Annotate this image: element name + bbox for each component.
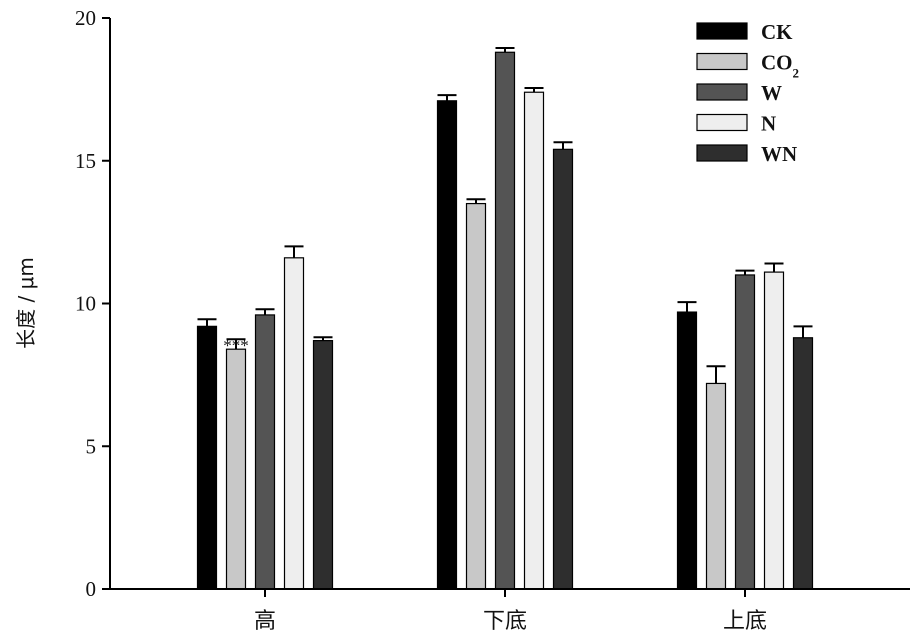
bar-co-2 [705, 382, 727, 590]
legend-label-ck: CK [761, 20, 793, 44]
bar-co-0 [225, 348, 247, 590]
bar-wn-1 [552, 148, 574, 590]
y-axis-title: 长度 / μm [14, 257, 38, 349]
legend-label-subscript: 2 [793, 65, 800, 80]
bar-ck-2 [676, 311, 698, 590]
y-tick-label: 20 [75, 6, 96, 30]
legend-swatch-n [696, 113, 748, 132]
x-tick-label: 高 [254, 609, 276, 634]
y-tick-label: 10 [75, 292, 96, 316]
bar-co-1 [465, 202, 487, 590]
bar-w-1 [494, 51, 516, 590]
legend-label-co: CO2 [761, 51, 799, 81]
legend-label-n: N [761, 112, 776, 136]
bar-w-2 [734, 274, 756, 590]
legend-swatch-w [696, 83, 748, 101]
legend-swatch-co [696, 52, 748, 71]
bar-wn-0 [312, 340, 334, 590]
bar-ck-1 [436, 100, 458, 590]
bar-w-0 [254, 314, 276, 590]
bar-n-0 [283, 257, 305, 590]
bar-n-1 [523, 91, 545, 590]
bar-wn-2 [792, 337, 814, 590]
x-tick-label: 上底 [723, 609, 767, 634]
significance-annotation: *** [223, 336, 249, 355]
axes-layer: 0 5 10 15 20 高 下底 上底 [75, 6, 910, 634]
legend-label-w: W [761, 81, 782, 105]
bar-n-2 [763, 271, 785, 590]
legend-label-wn: WN [761, 142, 797, 166]
legend-swatch-wn [696, 144, 748, 162]
y-tick-label: 0 [86, 577, 97, 601]
x-tick-label: 下底 [483, 609, 527, 634]
y-tick-label: 5 [86, 434, 97, 458]
legend-swatch-ck [696, 22, 748, 40]
y-tick-label: 15 [75, 149, 96, 173]
bar-ck-0 [196, 325, 218, 590]
